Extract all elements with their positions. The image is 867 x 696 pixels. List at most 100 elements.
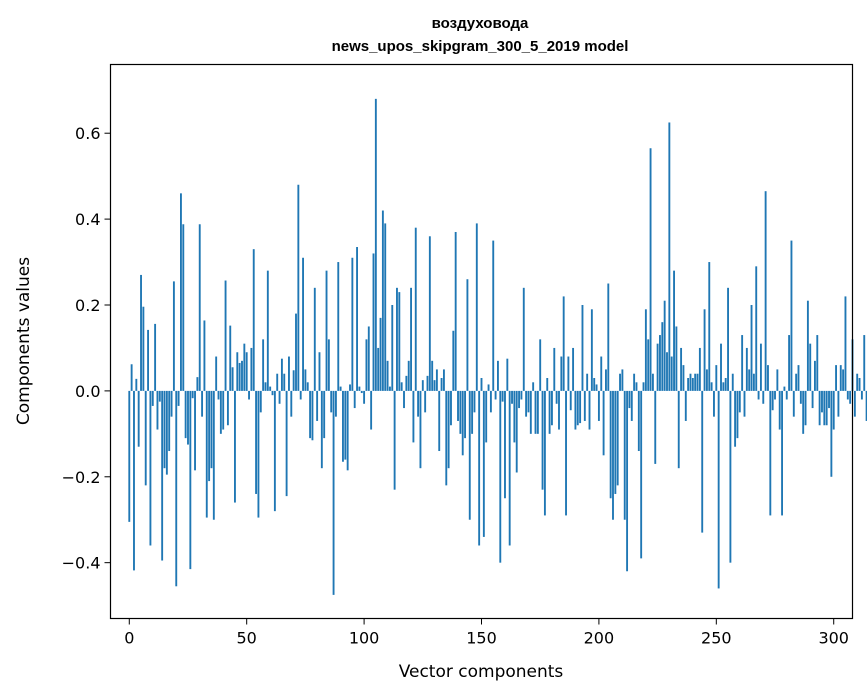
bar <box>633 373 636 391</box>
bar <box>381 210 384 391</box>
bar <box>184 390 187 439</box>
bar <box>440 378 443 391</box>
bar <box>259 390 262 413</box>
bar <box>442 369 445 391</box>
bar <box>480 378 483 391</box>
y-tick-label: −0.2 <box>62 468 101 487</box>
bar <box>309 390 312 439</box>
x-axis-label: Vector components <box>399 662 564 682</box>
bar <box>811 390 814 409</box>
bar <box>612 390 614 520</box>
bar <box>194 390 196 471</box>
bar <box>396 287 398 391</box>
bar <box>262 339 265 391</box>
bar <box>241 360 243 391</box>
bar <box>736 390 739 439</box>
y-tick-label: 0.2 <box>75 296 100 315</box>
bar <box>534 390 537 434</box>
bar <box>823 390 826 426</box>
bar <box>649 148 652 391</box>
bar <box>729 390 732 563</box>
bar <box>764 191 767 391</box>
y-tick-label: 0.4 <box>75 210 100 229</box>
bar <box>572 347 575 391</box>
bar <box>201 390 204 417</box>
bar <box>297 184 300 391</box>
bar <box>835 365 837 391</box>
bar <box>149 390 152 546</box>
x-axis-ticks: 0 50 100 150 200 250 300 <box>124 618 849 648</box>
x-tick-label: 250 <box>701 629 732 648</box>
bar <box>217 390 220 400</box>
bar <box>825 390 828 426</box>
bar <box>778 390 781 430</box>
x-tick-label: 150 <box>466 629 497 648</box>
bar <box>473 390 476 413</box>
bar <box>499 390 502 563</box>
bar <box>809 343 812 391</box>
bar <box>226 390 229 426</box>
bar <box>804 390 807 426</box>
bar <box>264 382 267 391</box>
bar <box>518 390 521 409</box>
bar <box>842 369 845 391</box>
bar <box>741 335 744 391</box>
bar <box>616 390 619 486</box>
bar <box>487 384 490 391</box>
bar <box>623 390 626 520</box>
bar <box>205 390 208 518</box>
bar <box>551 390 553 426</box>
bar <box>280 358 283 391</box>
bar <box>292 370 295 391</box>
bar <box>701 390 704 533</box>
bar <box>412 390 415 443</box>
bar <box>529 390 532 434</box>
bar <box>323 390 326 439</box>
bar <box>560 356 563 391</box>
bar <box>717 390 720 589</box>
bar <box>682 365 685 391</box>
bar <box>245 352 248 391</box>
bar <box>508 390 511 546</box>
bar <box>769 390 772 516</box>
bar <box>656 343 659 391</box>
bar <box>342 390 344 462</box>
bar <box>391 305 394 391</box>
bar <box>158 390 161 402</box>
bar <box>332 390 335 595</box>
bar <box>147 329 150 391</box>
bar <box>337 262 340 391</box>
bar <box>302 257 304 391</box>
bar <box>165 390 168 475</box>
bar <box>269 386 272 391</box>
bar <box>839 365 842 391</box>
bar <box>668 122 671 391</box>
bar <box>466 279 469 391</box>
bar <box>231 367 234 391</box>
y-axis-label: Components values <box>14 257 34 425</box>
bar <box>421 380 424 391</box>
y-tick-label: 0.6 <box>75 124 100 143</box>
bar <box>776 369 779 391</box>
bar <box>172 281 175 391</box>
bar <box>133 390 135 571</box>
y-axis-ticks: −0.4 −0.2 0.0 0.2 0.4 0.6 <box>62 124 111 573</box>
bar <box>689 373 692 391</box>
bar <box>189 390 192 570</box>
bar <box>771 390 774 411</box>
bar <box>212 390 215 520</box>
bar <box>844 296 847 391</box>
bar <box>687 378 690 391</box>
bar <box>163 390 166 469</box>
bar <box>536 390 539 434</box>
bar <box>431 360 434 391</box>
bar <box>306 382 309 391</box>
bar <box>532 382 535 391</box>
bar <box>295 313 297 391</box>
bar <box>471 390 474 434</box>
bar <box>708 262 711 391</box>
bar <box>379 317 382 391</box>
bar <box>576 390 579 426</box>
bar <box>283 373 286 391</box>
bar <box>759 343 762 391</box>
